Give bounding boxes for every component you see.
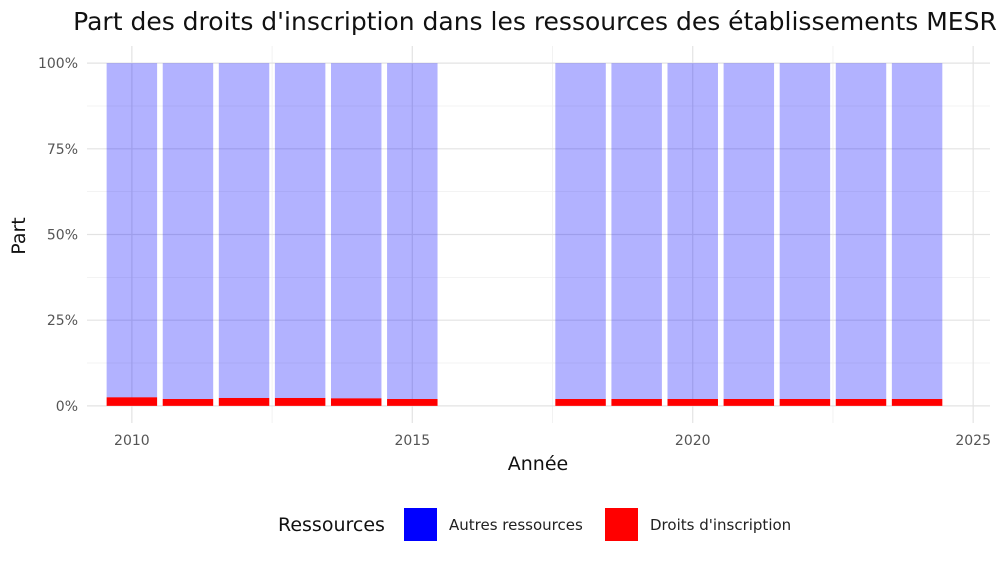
bar-autres-ressources-2018 bbox=[555, 63, 606, 400]
bar-droits-d-inscription-2012 bbox=[218, 397, 270, 406]
legend-title: Ressources bbox=[278, 514, 385, 536]
bar-autres-ressources-2015 bbox=[387, 63, 438, 400]
bar-droits-d-inscription-2023 bbox=[835, 399, 887, 406]
legend-label-autres-ressources: Autres ressources bbox=[449, 516, 583, 534]
bar-droits-d-inscription-2022 bbox=[779, 399, 831, 406]
bar-autres-ressources-2021 bbox=[723, 63, 775, 400]
bar-autres-ressources-2023 bbox=[835, 63, 887, 400]
legend-swatch-droits-inscription bbox=[605, 508, 638, 541]
bar-autres-ressources-2013 bbox=[274, 63, 326, 398]
bar-droits-d-inscription-2018 bbox=[555, 399, 606, 406]
axis-ticks: 2010 2015 2020 2025 0% 25% 50% 75% 100% bbox=[38, 56, 991, 449]
legend-label-droits-inscription: Droits d'inscription bbox=[650, 516, 791, 534]
bar-autres-ressources-2014 bbox=[330, 63, 382, 399]
bar-droits-d-inscription-2020 bbox=[667, 399, 718, 406]
x-tick-label: 2020 bbox=[675, 433, 711, 449]
x-tick-label: 2010 bbox=[114, 433, 150, 449]
bar-droits-d-inscription-2010 bbox=[106, 397, 158, 406]
x-axis-title: Année bbox=[508, 453, 568, 475]
y-tick-label: 75% bbox=[47, 142, 78, 158]
bar-droits-d-inscription-2011 bbox=[162, 399, 214, 406]
bar-autres-ressources-2019 bbox=[611, 63, 662, 400]
legend: Ressources Autres ressources Droits d'in… bbox=[278, 508, 791, 541]
bar-droits-d-inscription-2015 bbox=[387, 399, 438, 406]
bar-autres-ressources-2012 bbox=[218, 63, 270, 398]
y-tick-label: 100% bbox=[38, 56, 78, 72]
bars bbox=[106, 63, 943, 406]
bar-droits-d-inscription-2024 bbox=[891, 399, 943, 406]
bar-droits-d-inscription-2019 bbox=[611, 399, 662, 406]
y-tick-label: 25% bbox=[47, 313, 78, 329]
bar-autres-ressources-2010 bbox=[106, 63, 158, 398]
y-tick-label: 50% bbox=[47, 228, 78, 244]
y-tick-label: 0% bbox=[56, 399, 78, 415]
bar-autres-ressources-2024 bbox=[891, 63, 943, 400]
bar-autres-ressources-2011 bbox=[162, 63, 214, 400]
y-axis-title: Part bbox=[8, 217, 30, 255]
bar-autres-ressources-2020 bbox=[667, 63, 718, 400]
chart-title: Part des droits d'inscription dans les r… bbox=[73, 7, 997, 36]
bar-autres-ressources-2022 bbox=[779, 63, 831, 400]
x-tick-label: 2025 bbox=[955, 433, 991, 449]
x-tick-label: 2015 bbox=[394, 433, 430, 449]
bar-droits-d-inscription-2014 bbox=[330, 398, 382, 406]
gridlines bbox=[87, 46, 990, 423]
bar-droits-d-inscription-2021 bbox=[723, 399, 775, 406]
legend-swatch-autres-ressources bbox=[404, 508, 437, 541]
bar-droits-d-inscription-2013 bbox=[274, 397, 326, 406]
